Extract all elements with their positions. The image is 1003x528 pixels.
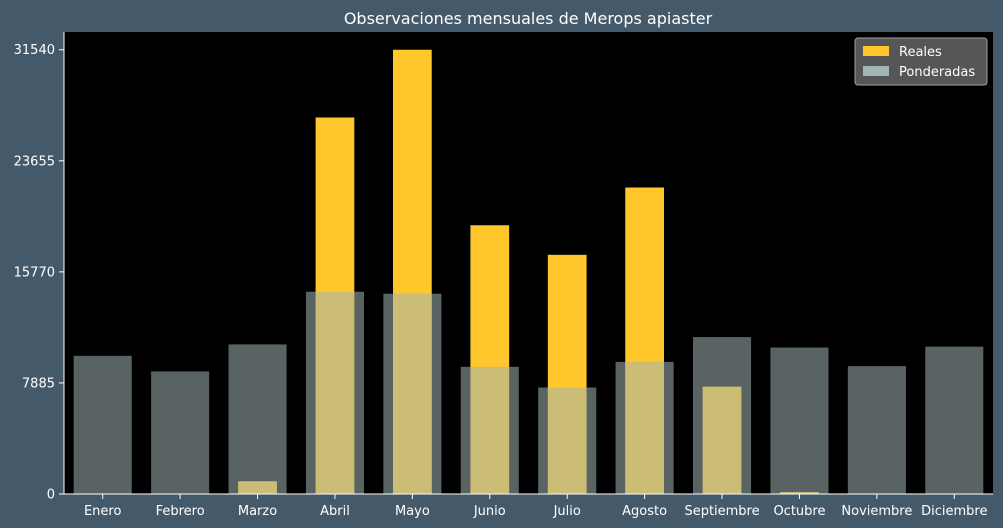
bar-ponderadas-marzo (228, 344, 287, 494)
x-tick-label: Mayo (395, 504, 430, 519)
bar-ponderadas-octubre (770, 347, 829, 494)
bar-reales-julio (547, 254, 587, 494)
x-tick-label: Septiembre (684, 504, 759, 519)
y-tick-label: 23655 (14, 154, 55, 169)
legend-swatch-reales (863, 46, 889, 56)
x-tick-label: Febrero (156, 504, 205, 519)
x-tick-label: Diciembre (921, 504, 987, 519)
x-tick-label: Octubre (773, 504, 825, 519)
y-tick-label: 7885 (22, 376, 55, 391)
bar-ponderadas-noviembre (847, 366, 906, 494)
x-tick-label: Enero (84, 504, 122, 519)
x-tick-label: Marzo (238, 504, 277, 519)
y-tick-label: 31540 (14, 43, 55, 58)
y-tick-label: 0 (47, 488, 55, 503)
legend: Reales Ponderadas (854, 37, 988, 86)
bar-reales-octubre (780, 492, 819, 494)
x-tick-label: Junio (473, 504, 506, 519)
legend-swatch-ponderadas (863, 66, 889, 76)
plot-area (64, 32, 993, 494)
bar-reales-abril (315, 117, 355, 494)
y-axis: 0 7885 15770 23655 31540 (14, 32, 65, 503)
bar-reales-mayo (393, 49, 432, 495)
x-tick-label: Julio (553, 504, 581, 519)
bar-reales-junio (470, 225, 510, 494)
bar-reales-septiembre (702, 386, 742, 494)
legend-label-reales: Reales (899, 45, 942, 60)
y-tick-label: 15770 (14, 265, 55, 280)
chart-title: Observaciones mensuales de Merops apiast… (344, 9, 713, 28)
legend-label-ponderadas: Ponderadas (899, 65, 975, 80)
bar-ponderadas-enero (73, 355, 132, 494)
x-axis: Enero Febrero Marzo Abril Mayo Junio Julio Agos… (64, 493, 993, 519)
bar-ponderadas-febrero (151, 371, 210, 494)
bar-ponderadas-diciembre (925, 346, 984, 494)
x-tick-label: Agosto (622, 504, 667, 519)
series-reales (238, 49, 819, 495)
bar-reales-marzo (238, 481, 277, 494)
bar-reales-agosto (625, 187, 664, 494)
x-tick-label: Abril (320, 504, 350, 519)
x-tick-label: Noviembre (841, 504, 912, 519)
